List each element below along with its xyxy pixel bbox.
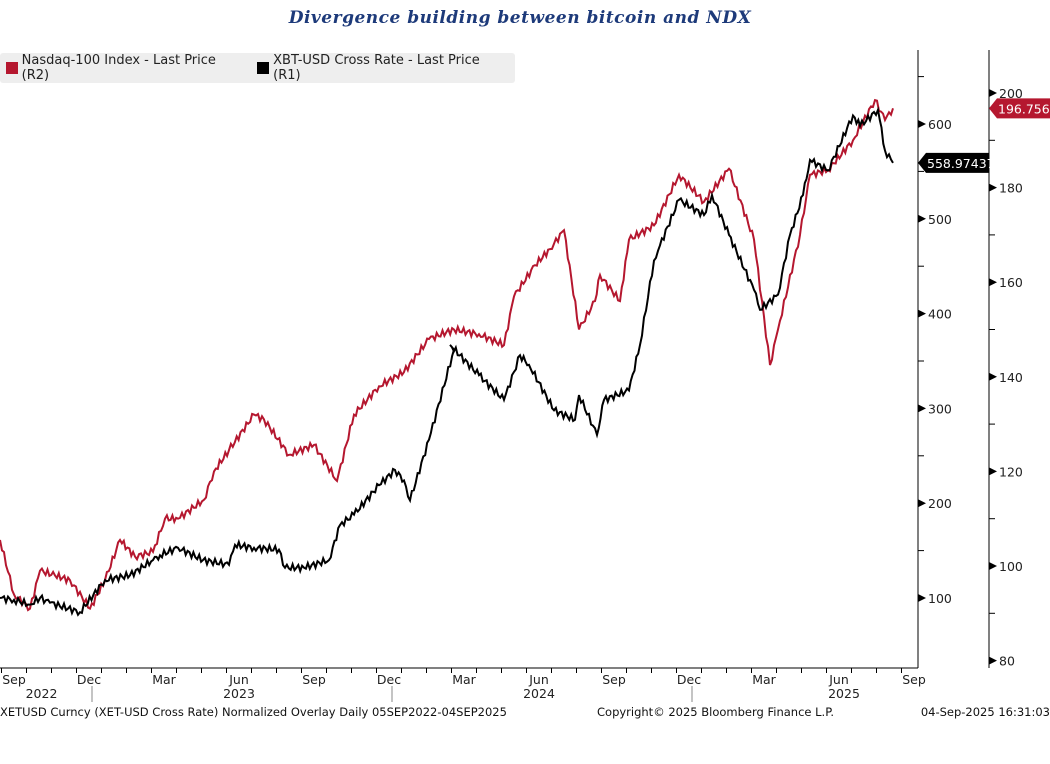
r2-tick-marker [989,89,997,97]
r1-tick-marker [918,594,926,602]
x-year-label: 2022 [26,686,58,701]
r2-tick-label: 100 [999,559,1023,574]
x-month-label: Mar [152,672,176,687]
nasdaq-last-value: 196.7564 [998,101,1050,116]
r2-tick-marker [989,183,997,192]
chart-title: Divergence building between bitcoin and … [288,8,752,28]
r2-tick-label: 80 [999,654,1015,669]
xbt-last-value-tag [918,152,989,173]
x-month-label: Jun [828,672,849,687]
x-month-label: Dec [377,672,401,687]
r2-tick-marker [989,467,997,476]
xbt-last-value: 558.97437 [927,156,995,171]
x-month-label: Sep [2,672,26,687]
r1-tick-marker [918,499,926,508]
legend: Nasdaq-100 Index - Last Price (R2) XBT-U… [0,53,515,83]
r1-tick-label: 300 [928,401,952,416]
r1-tick-label: 200 [928,496,952,511]
r2-tick-marker [989,656,997,665]
x-month-label: Sep [302,672,326,687]
x-year-label: 2024 [523,686,555,701]
r2-tick-label: 160 [999,275,1023,290]
footer-copyright: Copyright© 2025 Bloomberg Finance L.P. [597,705,834,719]
r1-tick-label: 500 [928,212,952,227]
legend-label: XBT-USD Cross Rate - Last Price (R1) [273,53,480,83]
footer-timestamp: 04-Sep-2025 16:31:03 [920,705,1050,719]
r1-tick-marker [918,309,926,318]
x-month-label: Dec [77,672,101,687]
legend-swatch-red [6,62,18,74]
r2-tick-label: 140 [999,370,1023,385]
legend-swatch-black [257,62,270,74]
r1-tick-marker [918,214,926,223]
r2-tick-label: 120 [999,464,1023,479]
r1-tick-label: 400 [928,307,952,322]
r1-tick-marker [918,404,926,413]
r2-tick-marker [989,372,997,381]
r2-tick-marker [989,562,997,570]
nasdaq-last-value-tag [989,98,1050,119]
x-month-label: Mar [452,672,476,687]
series-line-nasdaq [0,98,894,612]
x-year-label: 2025 [828,686,860,701]
r2-tick-marker [989,278,997,287]
x-month-label: Sep [902,672,926,687]
x-month-label: Jun [528,672,549,687]
x-month-label: Mar [752,672,776,687]
r1-tick-label: 100 [928,591,952,606]
legend-item-xbt[interactable]: XBT-USD Cross Rate - Last Price (R1) [257,53,505,83]
r1-tick-marker [918,120,926,128]
r2-tick-label: 200 [999,86,1023,101]
series-line-xbt [0,106,894,617]
x-month-label: Dec [677,672,701,687]
x-year-label: 2023 [223,686,255,701]
r2-tick-label: 180 [999,181,1023,196]
x-month-label: Sep [602,672,626,687]
footer-security-info: XETUSD Curncy (XET-USD Cross Rate) Norma… [0,705,507,719]
legend-label: Nasdaq-100 Index - Last Price (R2) [21,53,216,83]
legend-item-nasdaq[interactable]: Nasdaq-100 Index - Last Price (R2) [6,53,241,83]
x-month-label: Jun [228,672,249,687]
r1-tick-label: 600 [928,117,952,132]
